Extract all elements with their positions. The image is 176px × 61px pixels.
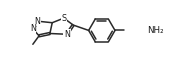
Text: N: N [34, 17, 40, 26]
Text: NH₂: NH₂ [147, 26, 164, 35]
Text: N: N [64, 30, 70, 39]
Text: S: S [61, 14, 66, 23]
Text: N: N [30, 24, 36, 33]
